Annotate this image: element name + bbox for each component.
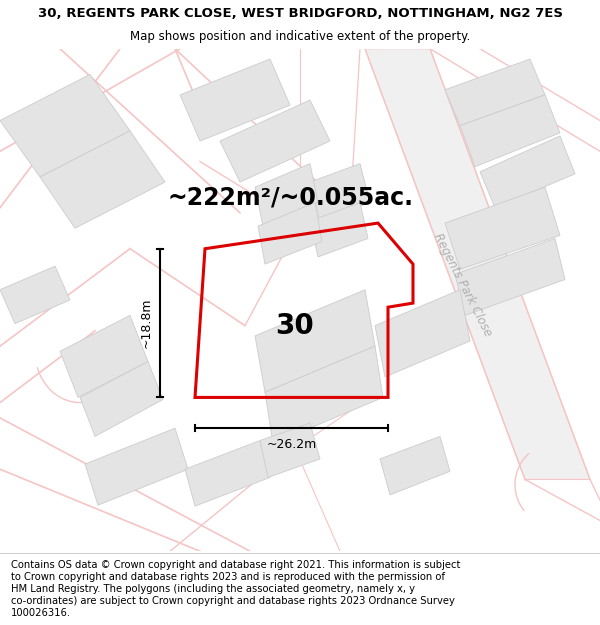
Polygon shape: [0, 266, 70, 324]
Text: co-ordinates) are subject to Crown copyright and database rights 2023 Ordnance S: co-ordinates) are subject to Crown copyr…: [11, 596, 455, 606]
Polygon shape: [185, 441, 270, 506]
Polygon shape: [445, 188, 560, 269]
Text: ~18.8m: ~18.8m: [139, 298, 152, 348]
Text: ~26.2m: ~26.2m: [266, 438, 317, 451]
Polygon shape: [180, 59, 290, 141]
Polygon shape: [380, 436, 450, 495]
Polygon shape: [265, 346, 383, 444]
Polygon shape: [445, 59, 545, 126]
Text: HM Land Registry. The polygons (including the associated geometry, namely x, y: HM Land Registry. The polygons (includin…: [11, 584, 415, 594]
Text: to Crown copyright and database rights 2023 and is reproduced with the permissio: to Crown copyright and database rights 2…: [11, 572, 445, 582]
Polygon shape: [85, 428, 188, 505]
Polygon shape: [0, 74, 130, 177]
Polygon shape: [260, 423, 320, 478]
Polygon shape: [255, 164, 318, 226]
Polygon shape: [80, 361, 163, 436]
Polygon shape: [375, 290, 470, 377]
Polygon shape: [258, 202, 322, 264]
Polygon shape: [365, 49, 590, 479]
Text: Regents Park Close: Regents Park Close: [431, 231, 494, 338]
Polygon shape: [310, 202, 368, 257]
Polygon shape: [40, 131, 165, 228]
Text: ~222m²/~0.055ac.: ~222m²/~0.055ac.: [167, 186, 413, 209]
Text: Contains OS data © Crown copyright and database right 2021. This information is : Contains OS data © Crown copyright and d…: [11, 560, 460, 570]
Polygon shape: [455, 239, 565, 316]
Text: 30, REGENTS PARK CLOSE, WEST BRIDGFORD, NOTTINGHAM, NG2 7ES: 30, REGENTS PARK CLOSE, WEST BRIDGFORD, …: [37, 7, 563, 19]
Polygon shape: [310, 164, 370, 221]
Polygon shape: [460, 95, 560, 167]
Polygon shape: [480, 136, 575, 208]
Polygon shape: [255, 290, 375, 392]
Text: 100026316.: 100026316.: [11, 608, 71, 618]
Text: 30: 30: [275, 312, 314, 339]
Text: Map shows position and indicative extent of the property.: Map shows position and indicative extent…: [130, 30, 470, 43]
Polygon shape: [220, 100, 330, 182]
Polygon shape: [60, 316, 148, 398]
